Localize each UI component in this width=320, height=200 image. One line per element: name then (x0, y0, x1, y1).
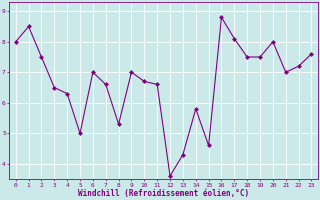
X-axis label: Windchill (Refroidissement éolien,°C): Windchill (Refroidissement éolien,°C) (78, 189, 249, 198)
